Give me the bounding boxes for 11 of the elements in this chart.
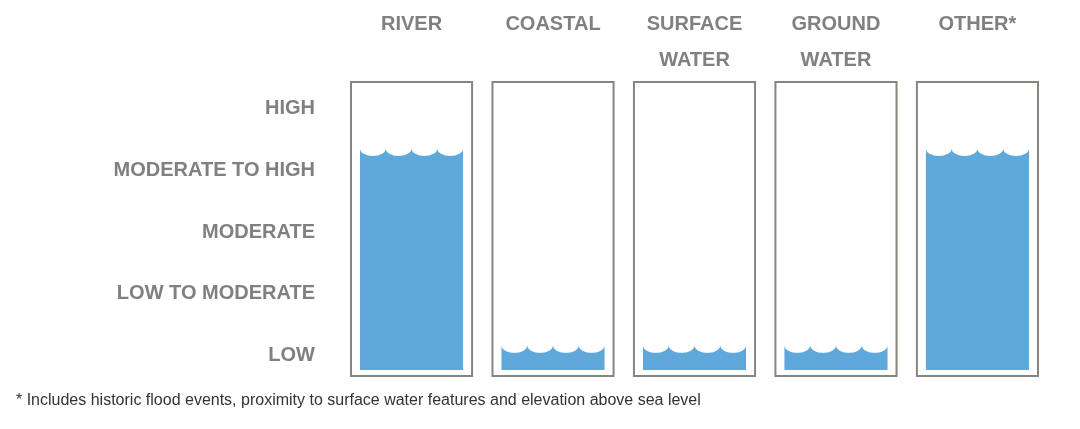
text: HIGH bbox=[265, 96, 315, 118]
text: MODERATE TO HIGH bbox=[113, 157, 315, 180]
text: * Includes historic flood events, proximity to surface water features and elevation above sea level bbox=[16, 391, 701, 408]
text: LOW TO MODERATE bbox=[116, 281, 315, 304]
x-tick-label: RIVER bbox=[380, 12, 443, 34]
text: MODERATE bbox=[202, 219, 315, 242]
text: LOW bbox=[268, 343, 316, 365]
x-tick-label: SURFACE WATER bbox=[646, 12, 743, 70]
x-tick-label: GROUND WATER bbox=[791, 12, 881, 70]
x-tick-label: COASTAL bbox=[505, 12, 601, 34]
x-tick-label: OTHER* bbox=[938, 12, 1017, 34]
